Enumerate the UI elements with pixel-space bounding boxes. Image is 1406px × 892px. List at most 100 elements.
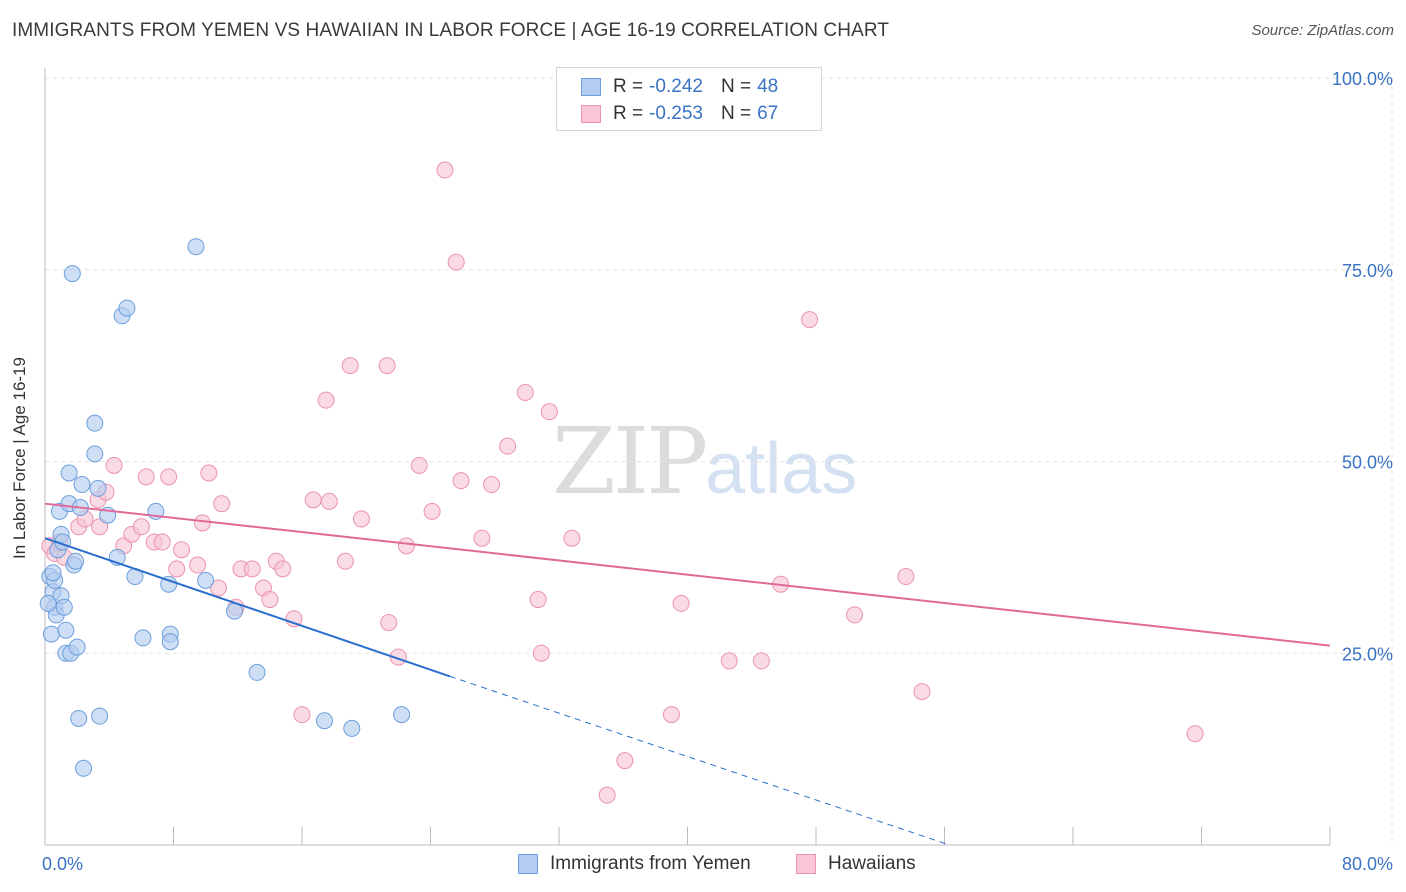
legend-item-yemen: Immigrants from Yemen [518, 851, 751, 877]
hawaiian-point [672, 594, 690, 612]
yemen-point [42, 625, 60, 643]
hawaiian-point [317, 391, 335, 409]
yemen-point [70, 709, 88, 727]
hawaiian-point [563, 529, 581, 547]
hawaiian-point [209, 579, 227, 597]
yemen-point [55, 598, 73, 616]
legend-r-value-yemen: -0.242 [649, 76, 703, 97]
hawaiian-point [846, 606, 864, 624]
hawaiian-point [499, 437, 517, 455]
hawaiian-point [662, 706, 680, 724]
hawaiian-point [189, 556, 207, 574]
hawaiian-point [897, 568, 915, 586]
hawaiian-point [261, 591, 279, 609]
yemen-point [343, 719, 361, 737]
legend-bottom-label-yemen: Immigrants from Yemen [550, 853, 751, 874]
yemen-point [57, 621, 75, 639]
hawaiian-point [168, 560, 186, 578]
yemen-point [39, 594, 57, 612]
yemen-point [63, 265, 81, 283]
hawaiian-point [304, 491, 322, 509]
yemen-point [60, 464, 78, 482]
hawaiian-point [410, 456, 428, 474]
hawaiian-point [105, 456, 123, 474]
legend-item-hawaiians: Hawaiians [796, 851, 916, 877]
yemen-point [118, 299, 136, 317]
yemen-point [89, 479, 107, 497]
hawaiian-point [91, 518, 109, 536]
hawaiian-point [153, 533, 171, 551]
legend-bottom-label-hawaiians: Hawaiians [828, 853, 916, 874]
hawaiian-point [447, 253, 465, 271]
hawaiian-point [720, 652, 738, 670]
yemen-point [86, 414, 104, 432]
watermark-atlas: atlas [705, 429, 858, 509]
hawaiian-point [752, 652, 770, 670]
hawaiian-point [160, 468, 178, 486]
correlation-legend: R = -0.242 N = 48 R = -0.253 N = 67 [556, 67, 822, 131]
yemen-point [161, 633, 179, 651]
hawaiian-point [274, 560, 292, 578]
hawaiian-point [293, 706, 311, 724]
yemen-point [67, 552, 85, 570]
hawaiian-point [336, 552, 354, 570]
yemen-point [44, 564, 62, 582]
yemen-point [73, 476, 91, 494]
hawaiian-point [380, 614, 398, 632]
x-tick-label-min: 0.0% [42, 854, 83, 874]
source-label: Source: ZipAtlas.com [1251, 22, 1394, 39]
x-tick-label-max: 80.0% [1342, 854, 1393, 874]
hawaiian-trend-line [44, 502, 1331, 647]
hawaiian-point [397, 537, 415, 555]
hawaiian-point [452, 472, 470, 490]
legend-r-value-hawaiians: -0.253 [649, 103, 703, 124]
legend-n-value-hawaiians: 67 [757, 103, 779, 124]
hawaiian-point [598, 786, 616, 804]
hawaiian-point [1186, 725, 1204, 743]
yemen-trend-extension [449, 675, 950, 846]
yemen-point [134, 629, 152, 647]
yemen-point [160, 575, 178, 593]
hawaiian-point [483, 476, 501, 494]
hawaiian-point [243, 560, 261, 578]
hawaiian-point [529, 591, 547, 609]
hawaiian-point [378, 357, 396, 375]
hawaiian-point [423, 502, 441, 520]
hawaiian-point [200, 464, 218, 482]
hawaiian-point [137, 468, 155, 486]
hawaiian-point [913, 683, 931, 701]
legend-row-hawaiians: R = -0.253 N = 67 [581, 102, 778, 126]
hawaiian-point [173, 541, 191, 559]
yemen-point [91, 707, 109, 725]
hawaiian-point [532, 644, 550, 662]
legend-n-label: N = [720, 103, 752, 124]
yemen-point [86, 445, 104, 463]
yemen-point [315, 712, 333, 730]
hawaiian-point [341, 357, 359, 375]
hawaiian-point [801, 311, 819, 329]
yemen-point [75, 759, 93, 777]
legend-r-label: R = [613, 76, 644, 97]
y-tick-label: 100.0% [1332, 69, 1393, 89]
hawaiian-point [436, 161, 454, 179]
legend-bottom-swatch-hawaiians [796, 854, 816, 874]
hawaiian-point [352, 510, 370, 528]
watermark: ZIPatlas [552, 408, 857, 515]
y-tick-label: 50.0% [1342, 453, 1393, 473]
hawaiian-point [132, 518, 150, 536]
chart-title: IMMIGRANTS FROM YEMEN VS HAWAIIAN IN LAB… [12, 20, 890, 41]
yemen-trend-line [44, 537, 451, 678]
hawaiian-point [320, 492, 338, 510]
yemen-point [68, 638, 86, 656]
legend-row-yemen: R = -0.242 N = 48 [581, 75, 778, 99]
yemen-point [197, 571, 215, 589]
legend-n-label: N = [720, 76, 752, 97]
yemen-point [187, 238, 205, 256]
hawaiian-point [540, 403, 558, 421]
hawaiian-point [473, 529, 491, 547]
yemen-point [248, 663, 266, 681]
legend-bottom-swatch-yemen [518, 854, 538, 874]
y-tick-label: 75.0% [1342, 261, 1393, 281]
legend-swatch-yemen [581, 78, 601, 96]
